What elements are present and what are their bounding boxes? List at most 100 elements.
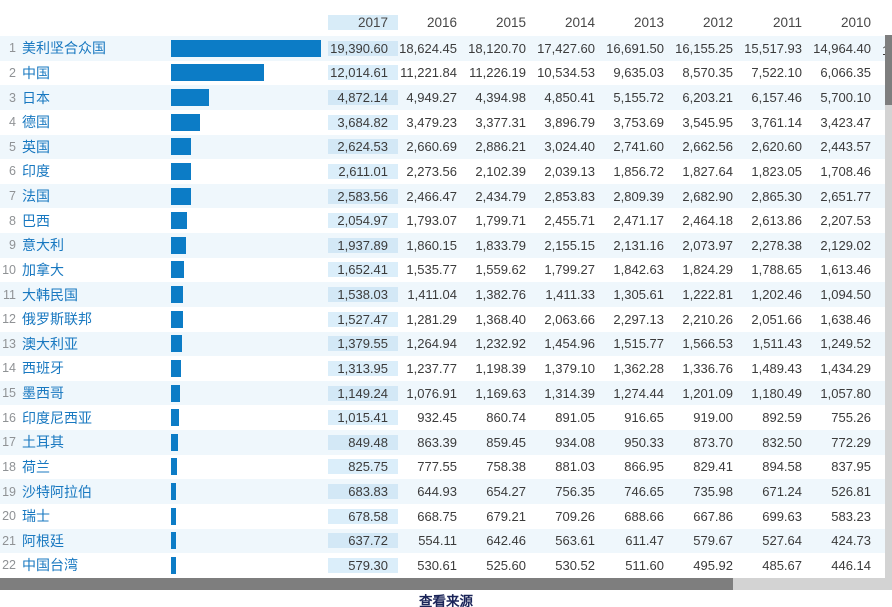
value-cell-2013: 3,753.69 (613, 114, 664, 130)
value-cell-2015: 860.74 (486, 410, 526, 426)
rank-label: 5 (9, 139, 16, 154)
value-cell-2013: 2,297.13 (613, 311, 664, 327)
rank-label: 4 (9, 115, 16, 130)
table-row: 8 巴西 2,054.97 1,793.07 1,799.71 2,455.71 2,471… (0, 208, 892, 233)
value-cell-2012: 2,210.26 (682, 311, 733, 327)
year-header-2015: 2015 (495, 14, 526, 30)
table-row: 12 俄罗斯联邦 1,527.47 1,281.29 1,368.40 2,063.66 2… (0, 306, 892, 332)
value-cell-2010: 772.29 (831, 434, 871, 450)
rank-label: 16 (2, 410, 16, 425)
country-link[interactable]: 巴西 (22, 212, 50, 229)
country-link[interactable]: 俄罗斯联邦 (22, 311, 92, 328)
country-link[interactable]: 大韩民国 (22, 286, 78, 303)
value-cell-2017: 3,684.82 (328, 114, 398, 130)
value-cell-2017: 1,937.89 (328, 237, 398, 253)
value-cell-2015: 2,434.79 (475, 188, 526, 204)
gdp-bar (171, 335, 182, 353)
value-cell-2011: 832.50 (762, 434, 802, 450)
view-source-link[interactable]: 查看来源 (419, 594, 473, 607)
country-link[interactable]: 土耳其 (22, 434, 64, 451)
value-cell-2013: 2,131.16 (613, 237, 664, 253)
vertical-scrollbar[interactable] (885, 35, 892, 578)
value-cell-2010: 1,057.80 (820, 385, 871, 401)
country-link[interactable]: 荷兰 (22, 458, 50, 475)
value-cell-2015: 1,368.40 (475, 311, 526, 327)
country-link[interactable]: 印度 (22, 163, 50, 180)
value-cell-2012: 16,155.25 (675, 40, 733, 56)
horizontal-scrollbar-thumb[interactable] (0, 578, 733, 590)
value-cell-2016: 777.55 (417, 459, 457, 475)
value-cell-2011: 699.63 (762, 508, 802, 524)
bar-cell (166, 532, 328, 550)
country-link[interactable]: 印度尼西亚 (22, 409, 92, 426)
bar-cell (166, 64, 328, 82)
vertical-scrollbar-thumb[interactable] (885, 35, 892, 105)
value-cell-2013: 1,274.44 (613, 385, 664, 401)
table-row: 4 德国 3,684.82 3,479.23 3,377.31 3,896.79 3,753… (0, 109, 892, 135)
horizontal-scrollbar[interactable] (0, 578, 892, 590)
value-cell-2017: 1,149.24 (328, 385, 398, 401)
rank-label: 17 (2, 435, 16, 450)
table-row: 10 加拿大 1,652.41 1,535.77 1,559.62 1,799.27 1,8… (0, 257, 892, 283)
rank-label: 13 (2, 336, 16, 351)
table-row: 2 中国 12,014.61 11,221.84 11,226.19 10,534.53 9… (0, 60, 892, 86)
value-cell-2011: 892.59 (762, 410, 802, 426)
gdp-bar (171, 433, 178, 451)
country-link[interactable]: 阿根廷 (22, 532, 64, 549)
bar-cell (166, 359, 328, 377)
value-cell-2013: 2,809.39 (613, 188, 664, 204)
value-cell-2013: 746.65 (624, 484, 664, 500)
country-link[interactable]: 中国 (22, 64, 50, 81)
country-link[interactable]: 西班牙 (22, 360, 64, 377)
value-cell-2016: 668.75 (417, 508, 457, 524)
value-cell-2016: 1,281.29 (406, 311, 457, 327)
country-link[interactable]: 英国 (22, 138, 50, 155)
gdp-bar (171, 458, 178, 476)
value-cell-2016: 863.39 (417, 434, 457, 450)
value-cell-2014: 881.03 (555, 459, 595, 475)
table-row: 21 阿根廷 637.72 554.11 642.46 563.61 611.47 579.6… (0, 528, 892, 554)
rank-label: 11 (3, 287, 16, 302)
value-cell-2013: 2,741.60 (613, 139, 664, 155)
table-row: 17 土耳其 849.48 863.39 859.45 934.08 950.33 873.7… (0, 430, 892, 455)
bar-cell (166, 433, 328, 451)
gdp-bar (171, 507, 177, 525)
value-cell-2014: 4,850.41 (544, 90, 595, 106)
value-cell-2014: 1,314.39 (544, 385, 595, 401)
value-cell-2011: 1,823.05 (751, 163, 802, 179)
value-cell-2014: 3,024.40 (544, 139, 595, 155)
country-link[interactable]: 加拿大 (22, 261, 64, 278)
value-cell-2012: 919.00 (693, 410, 733, 426)
value-cell-2013: 866.95 (624, 459, 664, 475)
country-link[interactable]: 法国 (22, 188, 50, 205)
country-link[interactable]: 德国 (22, 114, 50, 131)
value-cell-2013: 5,155.72 (613, 90, 664, 106)
value-cell-2013: 688.66 (624, 508, 664, 524)
country-link[interactable]: 瑞士 (22, 508, 50, 525)
country-link[interactable]: 中国台湾 (22, 557, 78, 574)
table-row: 15 墨西哥 1,149.24 1,076.91 1,169.63 1,314.39 1,2… (0, 380, 892, 406)
country-link[interactable]: 美利坚合众国 (22, 40, 106, 57)
value-cell-2016: 644.93 (417, 484, 457, 500)
country-link[interactable]: 墨西哥 (22, 385, 64, 402)
value-cell-2010: 583.23 (831, 508, 871, 524)
country-link[interactable]: 澳大利亚 (22, 335, 78, 352)
country-link[interactable]: 沙特阿拉伯 (22, 483, 92, 500)
value-cell-2014: 530.52 (555, 557, 595, 573)
rank-label: 12 (2, 312, 16, 327)
country-link[interactable]: 意大利 (22, 237, 64, 254)
value-cell-2017: 678.58 (328, 508, 398, 524)
value-cell-2014: 2,853.83 (544, 188, 595, 204)
country-link[interactable]: 日本 (22, 89, 50, 106)
bar-cell (166, 286, 328, 304)
value-cell-2011: 6,157.46 (751, 90, 802, 106)
bar-cell (166, 261, 328, 279)
value-cell-2011: 1,788.65 (751, 262, 802, 278)
value-cell-2017: 825.75 (328, 459, 398, 475)
gdp-bar (171, 532, 176, 550)
value-cell-2014: 891.05 (555, 410, 595, 426)
value-cell-2014: 1,379.10 (544, 360, 595, 376)
value-cell-2012: 1,201.09 (682, 385, 733, 401)
value-cell-2016: 1,411.04 (407, 287, 457, 303)
gdp-bar (171, 556, 176, 574)
